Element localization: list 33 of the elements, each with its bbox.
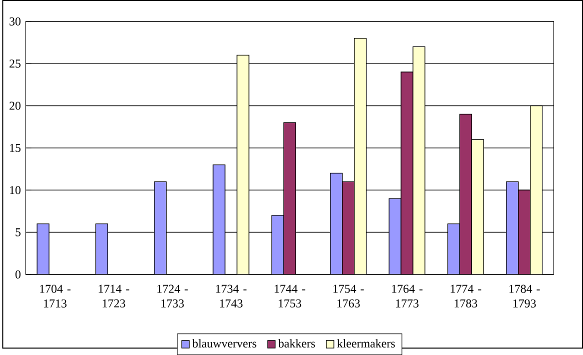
bar [95, 224, 108, 274]
bar [342, 181, 355, 274]
x-tick-label: 1724 - 1733 [157, 284, 188, 308]
x-tick-label: 1704 - 1713 [40, 284, 71, 308]
y-tick-label: 15 [10, 144, 21, 152]
bar [447, 224, 460, 274]
bar [271, 215, 284, 274]
bar [400, 72, 414, 274]
legend-label: bakkers [278, 339, 315, 348]
x-tick-label: 1774 - 1783 [450, 284, 482, 308]
bar [36, 224, 50, 274]
bar [283, 122, 296, 274]
y-tick-label: 30 [10, 17, 21, 26]
x-tick-label: 1764 - 1773 [392, 284, 422, 308]
bar [388, 198, 402, 274]
y-tick-label: 5 [16, 228, 21, 236]
y-tick-label: 10 [10, 186, 21, 194]
y-tick-label: 25 [10, 60, 21, 68]
bar [330, 172, 343, 274]
x-tick-label: 1784 - 1793 [509, 284, 540, 308]
x-tick-label: 1734 - 1743 [216, 284, 247, 308]
bar [518, 190, 531, 274]
y-tick-label: 0 [15, 270, 21, 278]
bar [459, 114, 472, 274]
bar [154, 181, 167, 274]
legend-label: kleermakers [337, 339, 395, 348]
x-tick-label: 1744 - 1753 [274, 284, 306, 308]
bar [212, 164, 226, 274]
bar [506, 181, 519, 274]
x-tick-label: 1714 - 1723 [98, 284, 130, 308]
y-tick-label: 20 [10, 102, 21, 110]
legend-label: blauwververs [192, 339, 256, 348]
x-tick-label: 1754 - 1763 [333, 284, 364, 308]
